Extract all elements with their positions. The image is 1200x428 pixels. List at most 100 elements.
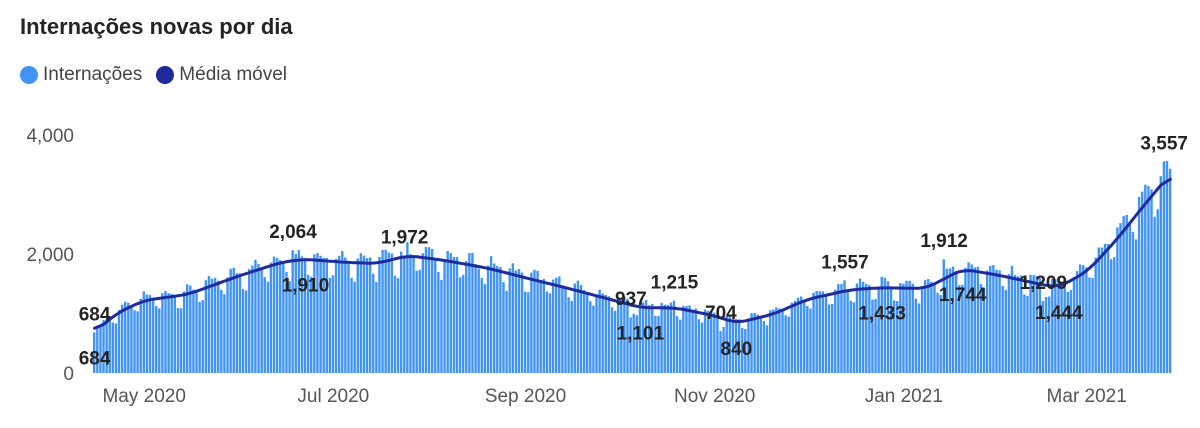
bar[interactable] bbox=[694, 308, 697, 373]
bar[interactable] bbox=[917, 303, 921, 374]
bar[interactable] bbox=[210, 278, 214, 373]
bar[interactable] bbox=[874, 298, 877, 373]
bar[interactable] bbox=[486, 265, 490, 373]
bar[interactable] bbox=[393, 275, 397, 373]
bar[interactable] bbox=[303, 258, 307, 373]
bar[interactable] bbox=[1075, 271, 1079, 373]
bar[interactable] bbox=[799, 296, 803, 373]
bar[interactable] bbox=[1106, 244, 1110, 373]
bar[interactable] bbox=[1082, 265, 1085, 373]
bar[interactable] bbox=[951, 266, 955, 373]
bar[interactable] bbox=[561, 286, 564, 373]
bar[interactable] bbox=[341, 251, 344, 373]
bar[interactable] bbox=[443, 259, 446, 373]
bar[interactable] bbox=[579, 285, 583, 373]
bar[interactable] bbox=[629, 317, 632, 373]
legend-item-moving-average[interactable]: Média móvel bbox=[156, 64, 287, 86]
bar[interactable] bbox=[384, 249, 387, 373]
bar[interactable] bbox=[1054, 279, 1057, 373]
bar[interactable] bbox=[368, 257, 372, 373]
bar[interactable] bbox=[331, 275, 335, 373]
bar[interactable] bbox=[365, 258, 369, 373]
bar[interactable] bbox=[728, 315, 732, 373]
bar[interactable] bbox=[908, 280, 911, 373]
bar[interactable] bbox=[350, 277, 353, 373]
bar[interactable] bbox=[1140, 191, 1144, 373]
bar[interactable] bbox=[235, 273, 239, 373]
bar[interactable] bbox=[731, 318, 735, 373]
bar[interactable] bbox=[601, 293, 604, 373]
bar[interactable] bbox=[669, 302, 673, 373]
bar[interactable] bbox=[973, 267, 976, 373]
bar[interactable] bbox=[710, 310, 713, 373]
bar[interactable] bbox=[257, 263, 260, 373]
bar[interactable] bbox=[477, 268, 480, 373]
bar[interactable] bbox=[421, 253, 425, 373]
bar[interactable] bbox=[176, 308, 180, 373]
bar[interactable] bbox=[1097, 247, 1101, 373]
moving-average-line[interactable] bbox=[93, 177, 1172, 330]
bar[interactable] bbox=[145, 294, 149, 373]
bar[interactable] bbox=[638, 305, 642, 373]
bar[interactable] bbox=[1144, 184, 1147, 373]
bar[interactable] bbox=[744, 329, 747, 373]
bar[interactable] bbox=[889, 287, 893, 373]
bar[interactable] bbox=[1063, 282, 1066, 373]
bar[interactable] bbox=[220, 289, 223, 373]
bar[interactable] bbox=[99, 324, 102, 373]
bar[interactable] bbox=[334, 258, 338, 373]
bar[interactable] bbox=[927, 279, 930, 373]
bar[interactable] bbox=[1004, 289, 1007, 373]
bar[interactable] bbox=[347, 263, 350, 373]
bar[interactable] bbox=[520, 272, 524, 373]
bar[interactable] bbox=[198, 301, 201, 373]
bar[interactable] bbox=[96, 325, 99, 373]
bar[interactable] bbox=[861, 281, 865, 373]
bar[interactable] bbox=[604, 294, 608, 373]
bar[interactable] bbox=[530, 272, 533, 373]
bar[interactable] bbox=[899, 283, 902, 373]
bar[interactable] bbox=[725, 315, 728, 373]
bar[interactable] bbox=[1072, 276, 1076, 373]
bar[interactable] bbox=[846, 291, 849, 373]
bar[interactable] bbox=[737, 319, 741, 373]
bar[interactable] bbox=[979, 284, 983, 373]
bar[interactable] bbox=[1131, 231, 1135, 373]
bar[interactable] bbox=[291, 250, 294, 373]
bar[interactable] bbox=[213, 278, 217, 373]
bar[interactable] bbox=[1038, 278, 1042, 373]
bar[interactable] bbox=[713, 312, 716, 373]
bar[interactable] bbox=[651, 303, 654, 373]
bar[interactable] bbox=[892, 300, 896, 373]
bar[interactable] bbox=[1010, 265, 1014, 373]
bar[interactable] bbox=[1020, 275, 1023, 374]
bar[interactable] bbox=[626, 298, 629, 373]
bar[interactable] bbox=[471, 252, 474, 373]
bar[interactable] bbox=[238, 273, 242, 373]
bar[interactable] bbox=[790, 302, 794, 373]
bar[interactable] bbox=[796, 297, 800, 373]
bar[interactable] bbox=[375, 281, 378, 373]
bar[interactable] bbox=[424, 246, 428, 373]
bar[interactable] bbox=[313, 254, 316, 373]
bar[interactable] bbox=[545, 291, 549, 373]
bar[interactable] bbox=[824, 295, 828, 373]
bar[interactable] bbox=[186, 284, 189, 373]
bar[interactable] bbox=[1047, 296, 1051, 373]
bar[interactable] bbox=[117, 309, 121, 373]
bar[interactable] bbox=[666, 304, 670, 373]
bar[interactable] bbox=[896, 301, 899, 373]
bar[interactable] bbox=[765, 325, 769, 373]
bar[interactable] bbox=[784, 315, 787, 373]
bar[interactable] bbox=[886, 281, 890, 373]
bar[interactable] bbox=[1023, 294, 1026, 373]
bar[interactable] bbox=[750, 313, 753, 373]
bar[interactable] bbox=[821, 291, 825, 373]
legend-item-bars[interactable]: Internações bbox=[20, 64, 142, 86]
bar[interactable] bbox=[734, 318, 738, 373]
bar[interactable] bbox=[130, 306, 133, 373]
bar[interactable] bbox=[1094, 257, 1097, 373]
bar[interactable] bbox=[582, 290, 586, 373]
bar[interactable] bbox=[189, 285, 192, 373]
bar[interactable] bbox=[226, 277, 229, 373]
